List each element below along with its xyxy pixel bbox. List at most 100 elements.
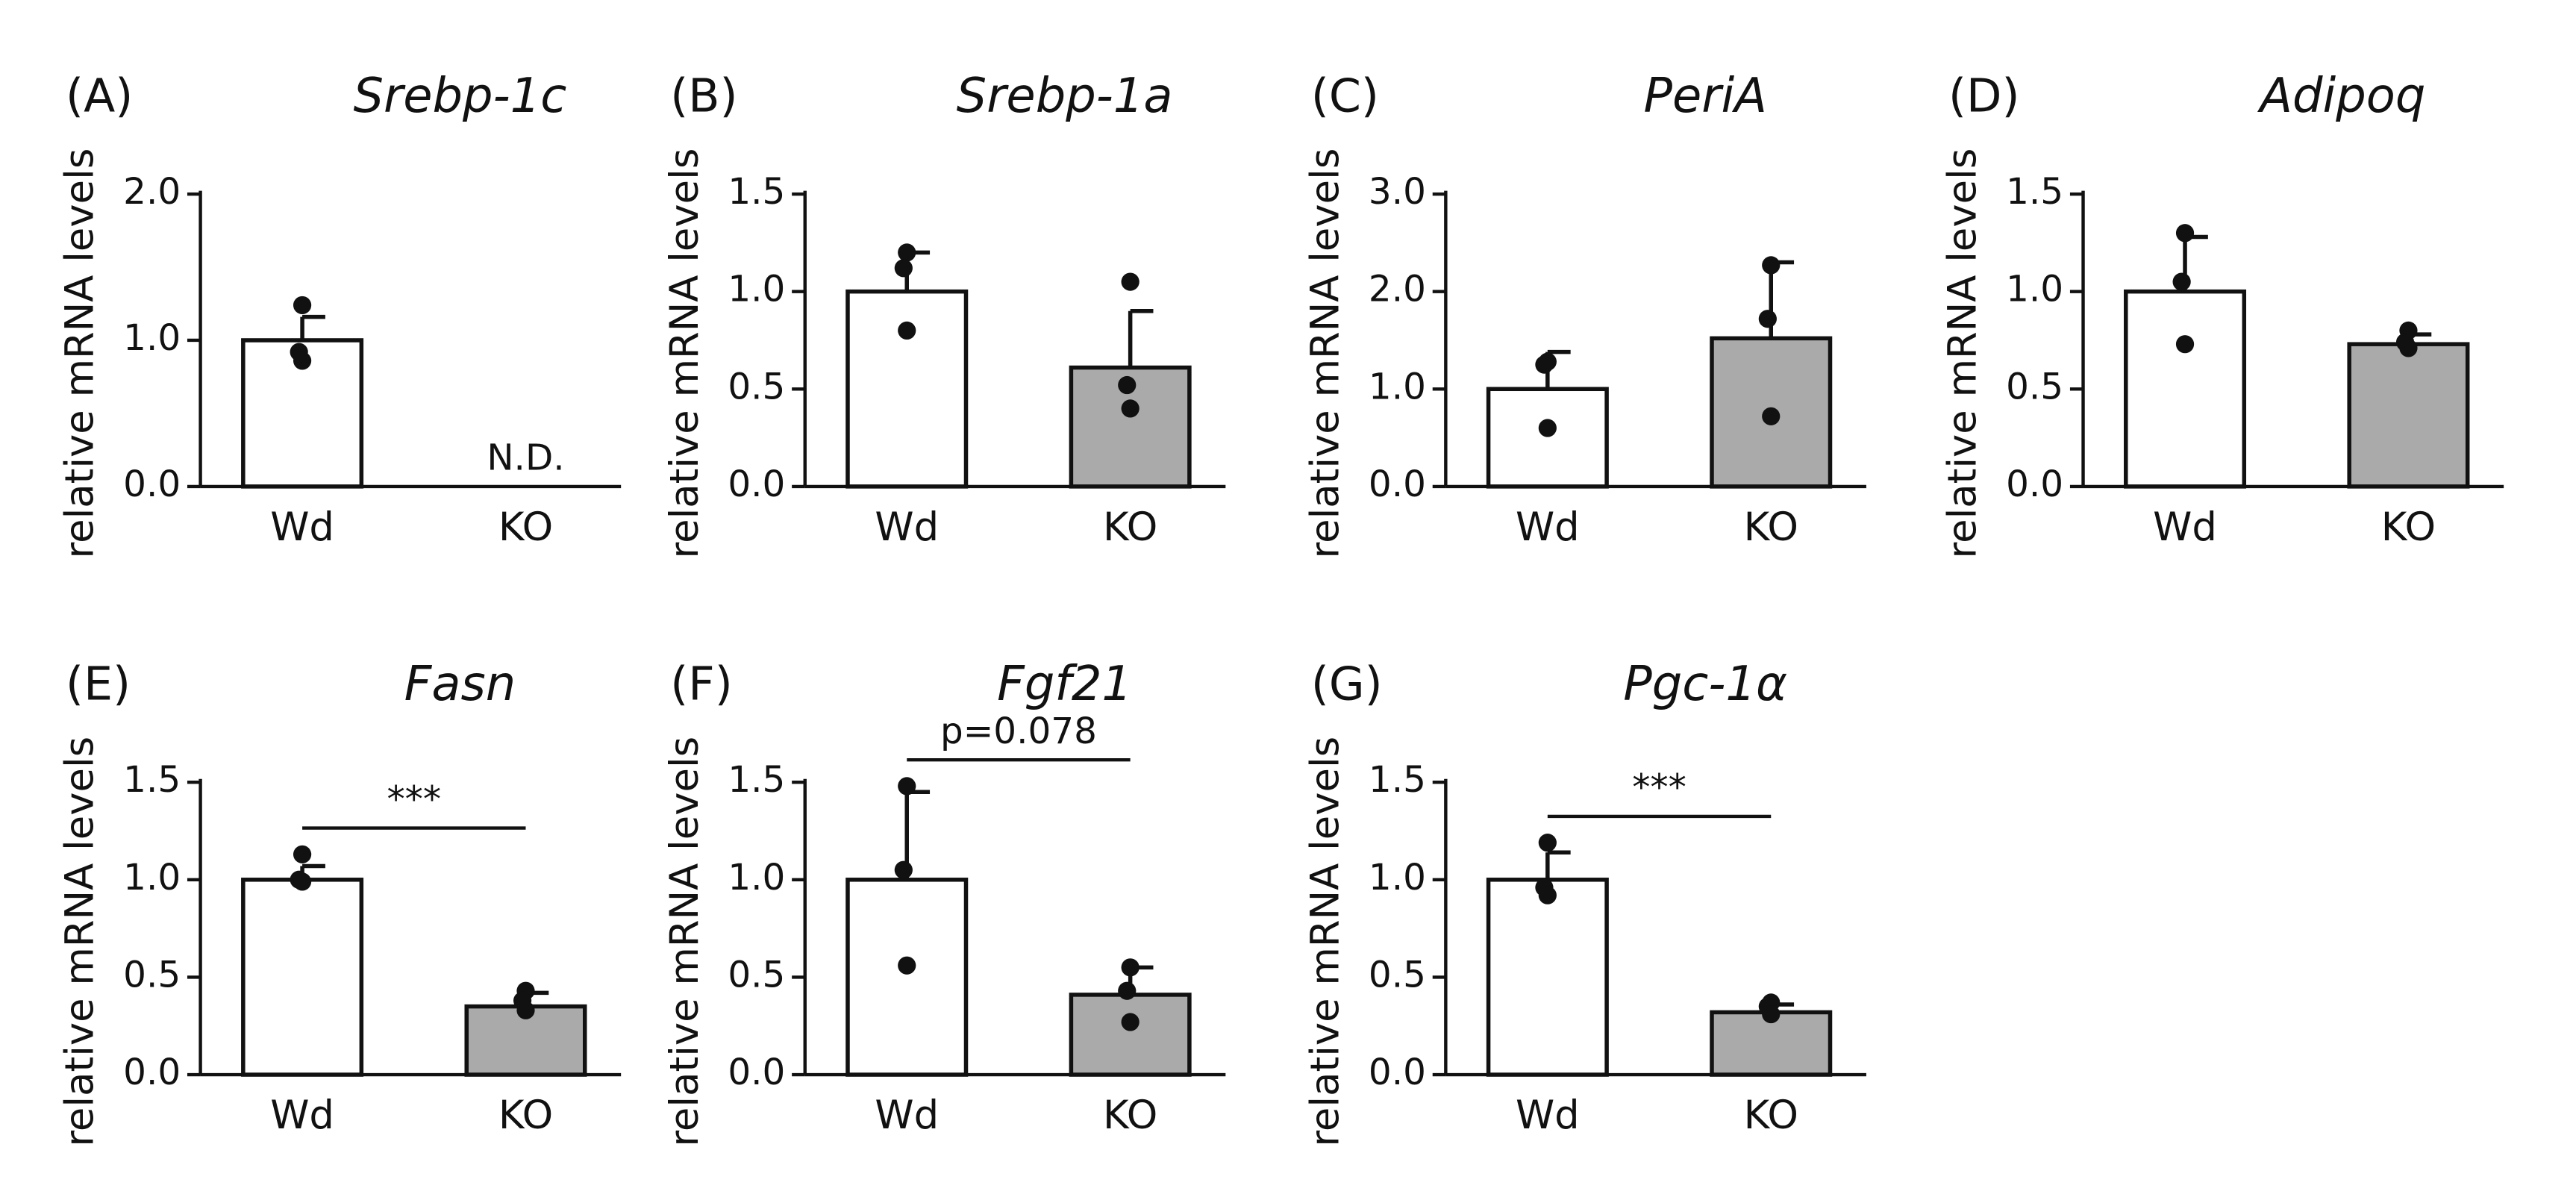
x-tick-label: KO [1103, 1093, 1157, 1138]
y-axis-label: relative mRNA levels [1940, 149, 1986, 559]
x-tick-label: KO [498, 504, 553, 550]
data-point [1121, 272, 1139, 291]
data-point [898, 956, 916, 975]
y-tick-label: 0.5 [728, 366, 785, 407]
data-point [293, 872, 312, 891]
y-tick-label: 1.5 [123, 759, 181, 801]
chart-title: Srebp-1c [354, 69, 567, 124]
y-tick-label: 1.0 [728, 269, 785, 310]
y-tick-label: 1.0 [1369, 366, 1426, 407]
x-tick-label: KO [2381, 504, 2436, 550]
y-tick-label: 1.5 [728, 171, 785, 213]
y-axis-label: relative mRNA levels [1302, 149, 1348, 559]
data-point [898, 777, 916, 796]
y-tick-label: 0.0 [123, 1052, 181, 1093]
data-point [293, 351, 312, 370]
data-point [516, 1001, 535, 1019]
y-tick-label: 1.5 [728, 759, 785, 801]
data-point [2175, 335, 2195, 354]
y-tick-label: 1.5 [2006, 171, 2063, 213]
chart-title: Pgc-1α [1623, 657, 1787, 712]
data-point [1762, 407, 1781, 425]
data-point [1758, 310, 1777, 328]
x-tick-label: Wd [875, 504, 939, 550]
chart-title: PeriA [1643, 69, 1766, 124]
y-tick-label: 0.5 [123, 954, 181, 996]
y-tick-label: 0.0 [1369, 1052, 1426, 1093]
y-tick-label: 0.5 [728, 954, 785, 996]
annotation: N.D. [487, 437, 564, 479]
x-tick-label: Wd [875, 1093, 939, 1138]
y-axis-label: relative mRNA levels [57, 737, 103, 1147]
data-point [1535, 355, 1554, 374]
data-point [1538, 419, 1557, 437]
data-point [1762, 256, 1781, 275]
bar [1486, 878, 1609, 1077]
y-tick-label: 2.0 [1369, 269, 1426, 310]
panel-label: (D) [1948, 69, 2020, 122]
x-tick-label: Wd [1516, 504, 1580, 550]
y-tick-label: 1.0 [2006, 269, 2063, 310]
panel-label: (B) [670, 69, 737, 122]
data-point [2172, 272, 2191, 291]
panel-label: (G) [1311, 657, 1383, 711]
annotation: *** [1632, 767, 1686, 809]
panel-label: (C) [1311, 69, 1379, 122]
y-tick-label: 1.5 [1369, 759, 1426, 801]
chart-title: Srebp-1a [957, 69, 1173, 124]
data-point [1121, 1013, 1139, 1031]
data-point [2175, 224, 2195, 243]
y-tick-label: 1.0 [1369, 857, 1426, 899]
data-point [894, 860, 913, 879]
data-point [1762, 1004, 1781, 1024]
y-tick-label: 0.0 [728, 463, 785, 505]
panel-label: (E) [66, 657, 131, 711]
data-point [898, 321, 916, 340]
panel-label: (F) [670, 657, 733, 711]
bar [1069, 993, 1192, 1077]
annotation: p=0.078 [940, 710, 1097, 752]
bar [2347, 342, 2470, 489]
data-point [894, 259, 913, 278]
data-point [1121, 399, 1139, 418]
y-tick-label: 1.0 [728, 857, 785, 899]
y-tick-label: 1.0 [123, 857, 181, 899]
y-axis-label: relative mRNA levels [57, 149, 103, 559]
panel-label: (A) [66, 69, 133, 122]
annotation: *** [387, 778, 441, 820]
y-tick-label: 1.0 [123, 317, 181, 359]
data-point [2399, 339, 2418, 357]
x-tick-label: Wd [1516, 1093, 1580, 1138]
data-point [293, 845, 312, 863]
bar [1486, 387, 1609, 489]
chart-title: Adipoq [2257, 69, 2425, 124]
bar [2124, 289, 2247, 489]
data-point [1121, 958, 1139, 977]
data-point [1118, 375, 1137, 395]
y-tick-label: 2.0 [123, 171, 181, 213]
x-tick-label: Wd [2153, 504, 2217, 550]
x-tick-label: Wd [270, 1093, 334, 1138]
data-point [1538, 834, 1557, 852]
y-axis-label: relative mRNA levels [662, 149, 707, 559]
bar [845, 878, 969, 1077]
x-tick-label: KO [1744, 1093, 1798, 1138]
y-tick-label: 0.0 [1369, 463, 1426, 505]
data-point [1538, 886, 1557, 904]
chart-title: Fgf21 [997, 657, 1132, 712]
y-tick-label: 3.0 [1369, 171, 1426, 213]
x-tick-label: KO [1103, 504, 1157, 550]
data-point [293, 296, 312, 315]
y-axis-label: relative mRNA levels [662, 737, 707, 1147]
y-tick-label: 0.0 [2006, 463, 2063, 505]
x-tick-label: KO [1744, 504, 1798, 550]
bar [845, 289, 969, 489]
data-point [1118, 981, 1137, 1000]
y-tick-label: 0.0 [123, 463, 181, 505]
y-tick-label: 0.5 [2006, 366, 2063, 407]
y-tick-label: 0.5 [1369, 954, 1426, 996]
x-tick-label: KO [498, 1093, 553, 1138]
x-tick-label: Wd [270, 504, 334, 550]
data-point [898, 243, 916, 262]
